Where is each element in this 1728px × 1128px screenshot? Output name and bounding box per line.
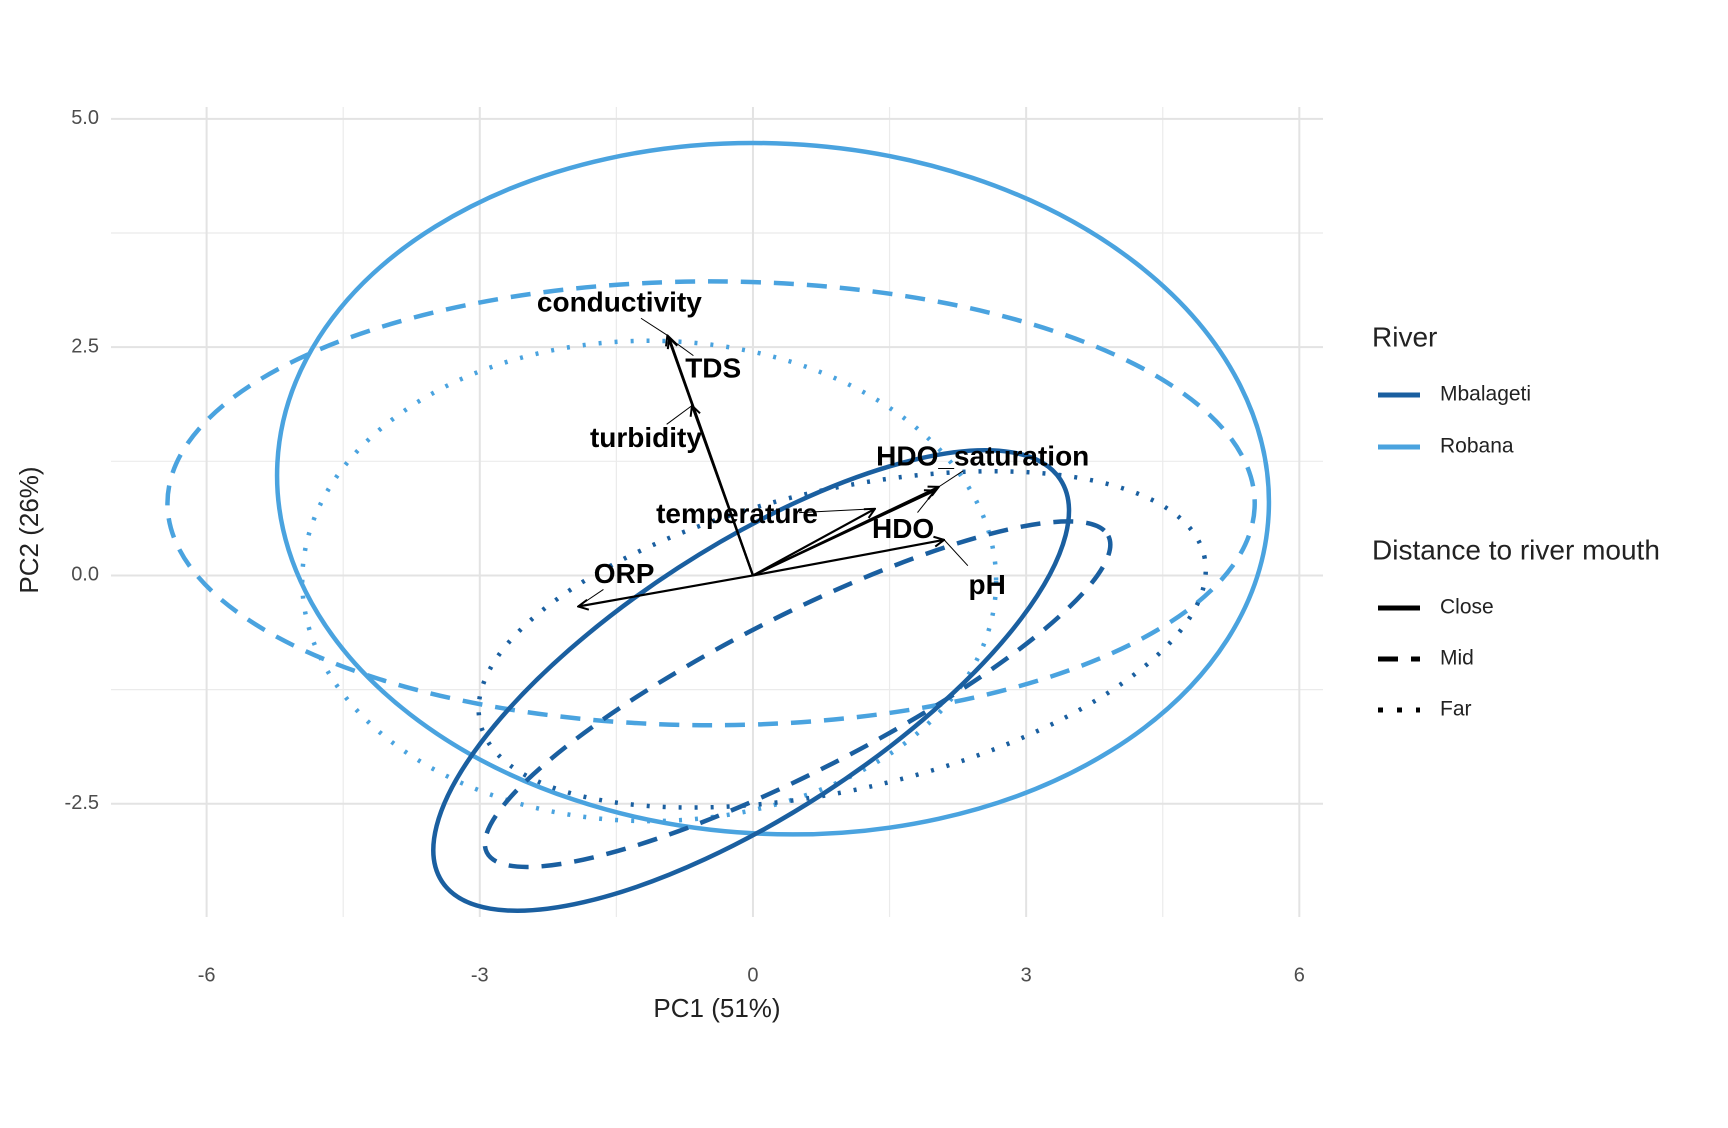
y-tick-label: -2.5: [65, 792, 99, 814]
legend-title: River: [1372, 321, 1437, 352]
x-tick-label: -3: [471, 964, 489, 986]
loading-label: conductivity: [537, 287, 702, 318]
loading-arrow: [752, 491, 935, 577]
x-tick-label: 3: [1021, 964, 1032, 986]
legend-label: Robana: [1440, 435, 1514, 458]
y-tick-label: 5.0: [71, 107, 99, 129]
loading-arrow: [752, 509, 875, 577]
x-tick-label: 6: [1294, 964, 1305, 986]
loading-label: HDO: [872, 513, 934, 544]
legend-label: Far: [1440, 698, 1472, 721]
confidence-ellipse: [165, 279, 1257, 728]
confidence-ellipse: [476, 468, 1209, 810]
loading-arrow: [752, 540, 944, 577]
leader-line: [938, 470, 964, 488]
loading-arrow: [578, 574, 754, 606]
y-axis-title: PC2 (26%): [14, 466, 44, 593]
x-tick-label: 0: [747, 964, 758, 986]
legend-label: Close: [1440, 596, 1494, 619]
y-tick-label: 0.0: [71, 564, 99, 586]
leader-line: [799, 508, 876, 514]
loading-arrow: [692, 406, 755, 576]
legend-label: Mbalageti: [1440, 383, 1531, 406]
leader-line: [943, 539, 969, 567]
confidence-ellipse: [431, 447, 1072, 913]
legend-label: Mid: [1440, 647, 1474, 670]
loading-label: ORP: [594, 558, 655, 589]
y-tick-label: 2.5: [71, 335, 99, 357]
loading-label: turbidity: [590, 422, 702, 453]
leader-line: [577, 589, 604, 607]
leader-line: [666, 405, 693, 425]
loading-label: pH: [969, 569, 1006, 600]
legend-title: Distance to river mouth: [1372, 534, 1660, 565]
leader-line: [668, 337, 694, 357]
loading-label: temperature: [656, 498, 818, 529]
loading-label: TDS: [685, 352, 741, 383]
loading-label: HDO_saturation: [876, 440, 1089, 471]
confidence-ellipse: [482, 519, 1113, 870]
x-tick-label: -6: [198, 964, 216, 986]
leader-line: [640, 317, 668, 336]
confidence-ellipse: [299, 338, 999, 824]
leader-line: [917, 490, 936, 513]
confidence-ellipse: [274, 140, 1272, 837]
x-axis-title: PC1 (51%): [653, 993, 780, 1023]
